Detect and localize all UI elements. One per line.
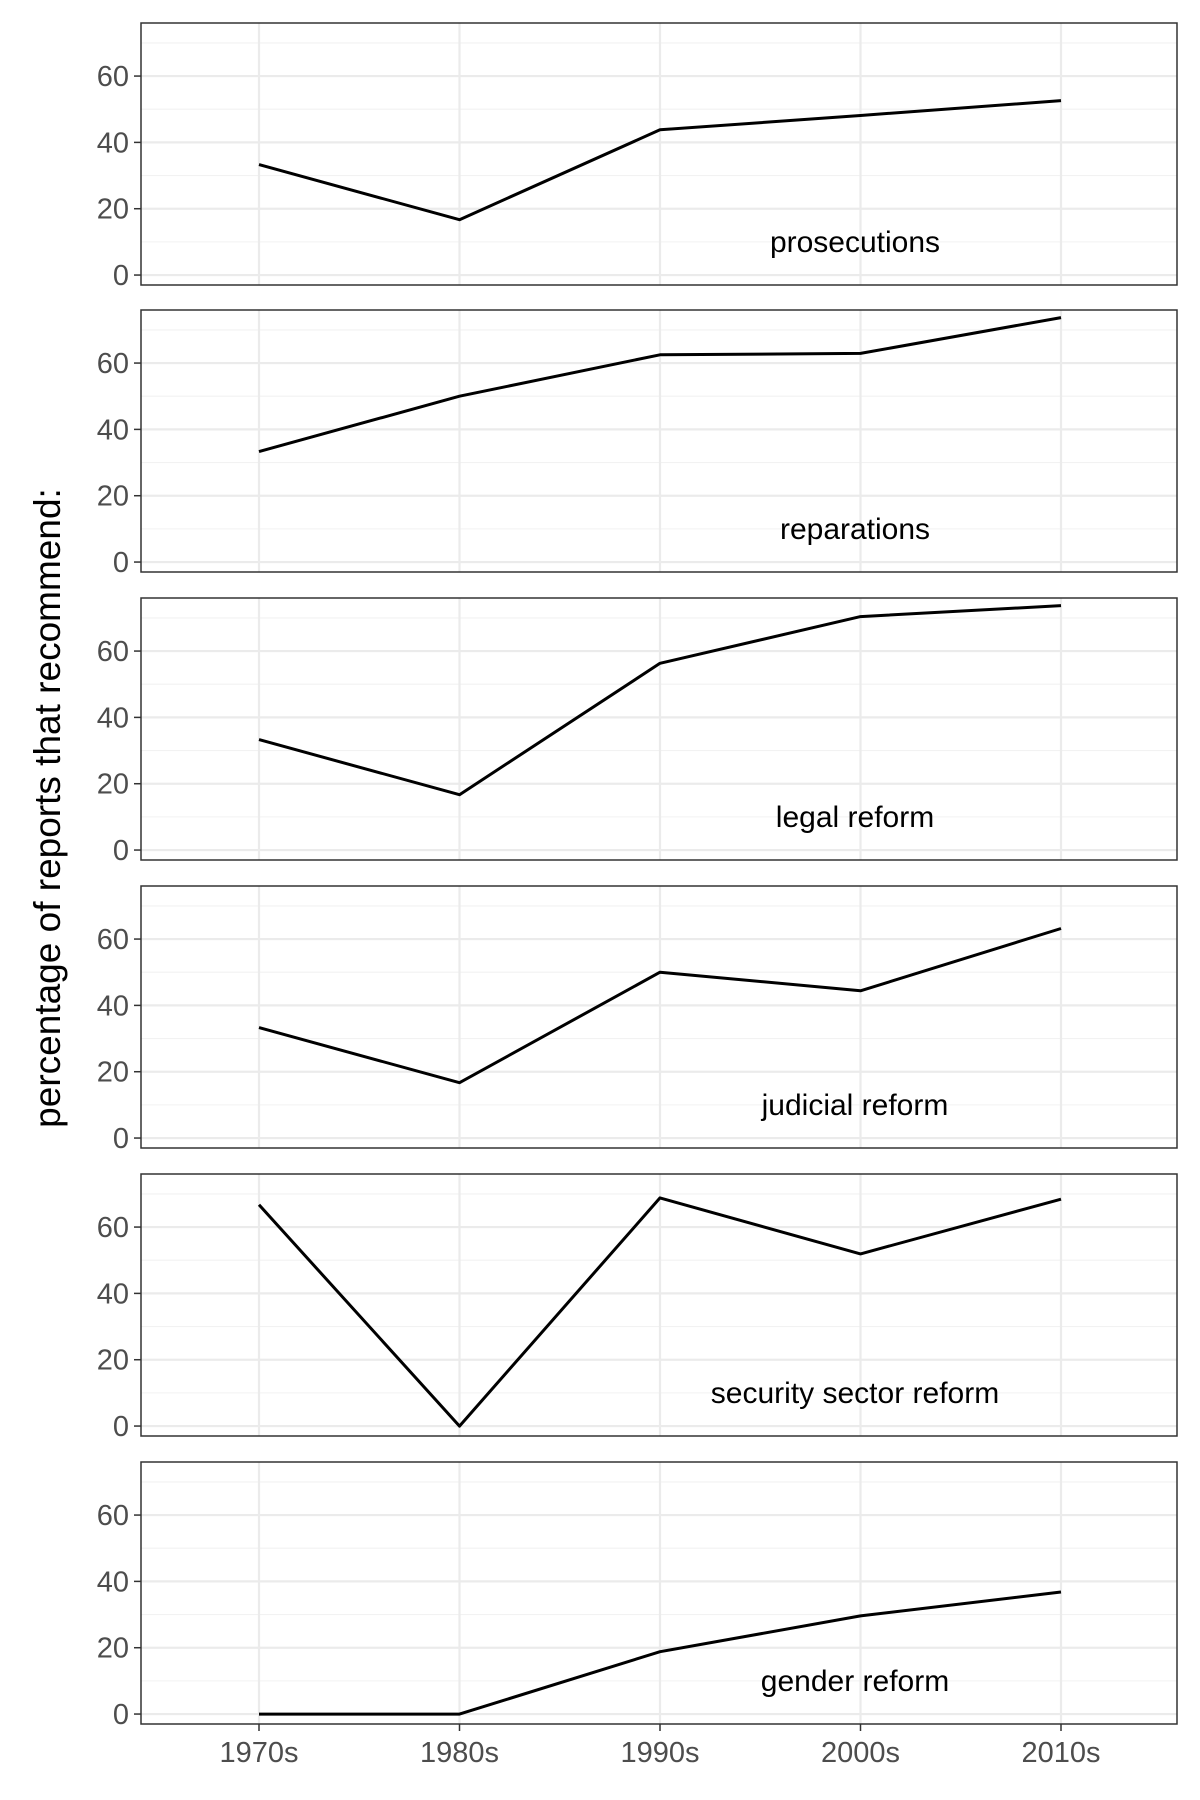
- y-tick-label: 20: [97, 769, 129, 801]
- y-tick-label: 60: [97, 1500, 129, 1532]
- panel-judicial-reform: judicial reform 0 20 40 60: [97, 885, 1178, 1155]
- x-tick-label: 1990s: [620, 1737, 699, 1769]
- y-tick-label: 20: [97, 1633, 129, 1665]
- y-tick-label: 20: [97, 1345, 129, 1377]
- panel-legal-reform: legal reform 0 20 40 60: [97, 597, 1178, 867]
- y-tick-label: 40: [97, 1278, 129, 1310]
- y-tick-label: 60: [97, 1212, 129, 1244]
- panel-label: prosecutions: [770, 226, 940, 259]
- panel-label: judicial reform: [761, 1089, 949, 1122]
- y-tick-label: 0: [113, 1411, 129, 1443]
- panel-security-sector-reform: security sector reform 0 20 40 60: [97, 1173, 1178, 1443]
- y-tick-label: 0: [113, 1123, 129, 1155]
- y-tick-label: 40: [97, 702, 129, 734]
- x-tick-label: 1970s: [219, 1737, 298, 1769]
- y-tick-label: 20: [97, 1057, 129, 1089]
- chart-panels: prosecutions0204060reparations0204060leg…: [97, 22, 1178, 1731]
- series-line: [258, 927, 1062, 1085]
- panel-border: [140, 1173, 1178, 1437]
- panel-border: [140, 309, 1178, 573]
- panel-border: [140, 885, 1178, 1149]
- panel-reparations: reparations 0 20 40 60: [97, 309, 1178, 579]
- y-axis-title: percentage of reports that recommend:: [27, 488, 68, 1128]
- y-tick-label: 40: [97, 990, 129, 1022]
- panel-label: legal reform: [776, 801, 934, 834]
- y-tick-label: 0: [113, 1699, 129, 1731]
- series-line: [258, 99, 1062, 222]
- panel-label: gender reform: [761, 1665, 949, 1698]
- panel-label: reparations: [780, 513, 930, 546]
- panel-label: security sector reform: [711, 1377, 999, 1410]
- panel-border: [140, 597, 1178, 861]
- y-tick-label: 40: [97, 127, 129, 159]
- panel-prosecutions: prosecutions 0 20 40 60: [97, 22, 1178, 292]
- series-line: [258, 604, 1062, 797]
- y-tick-label: 60: [97, 348, 129, 380]
- x-tick-label: 2010s: [1021, 1737, 1100, 1769]
- y-tick-label: 0: [113, 547, 129, 579]
- panel-border: [140, 22, 1178, 286]
- y-tick-label: 0: [113, 835, 129, 867]
- series-line: [257, 1196, 1062, 1428]
- series-line: [259, 1590, 1062, 1716]
- panel-border: [140, 1461, 1178, 1725]
- y-tick-label: 20: [97, 194, 129, 226]
- panel-gender-reform: gender reform 0 20 40 60: [97, 1461, 1178, 1731]
- y-tick-label: 20: [97, 481, 129, 513]
- x-tick-label: 1980s: [420, 1737, 499, 1769]
- y-tick-label: 60: [97, 924, 129, 956]
- x-axis: 1970s 1980s 1990s 2000s 2010s: [219, 1724, 1101, 1769]
- y-tick-label: 60: [97, 61, 129, 93]
- y-tick-label: 40: [97, 414, 129, 446]
- series-line: [258, 316, 1062, 454]
- y-tick-label: 40: [97, 1566, 129, 1598]
- y-tick-label: 60: [97, 636, 129, 668]
- x-tick-label: 2000s: [821, 1737, 900, 1769]
- y-tick-label: 0: [113, 260, 129, 292]
